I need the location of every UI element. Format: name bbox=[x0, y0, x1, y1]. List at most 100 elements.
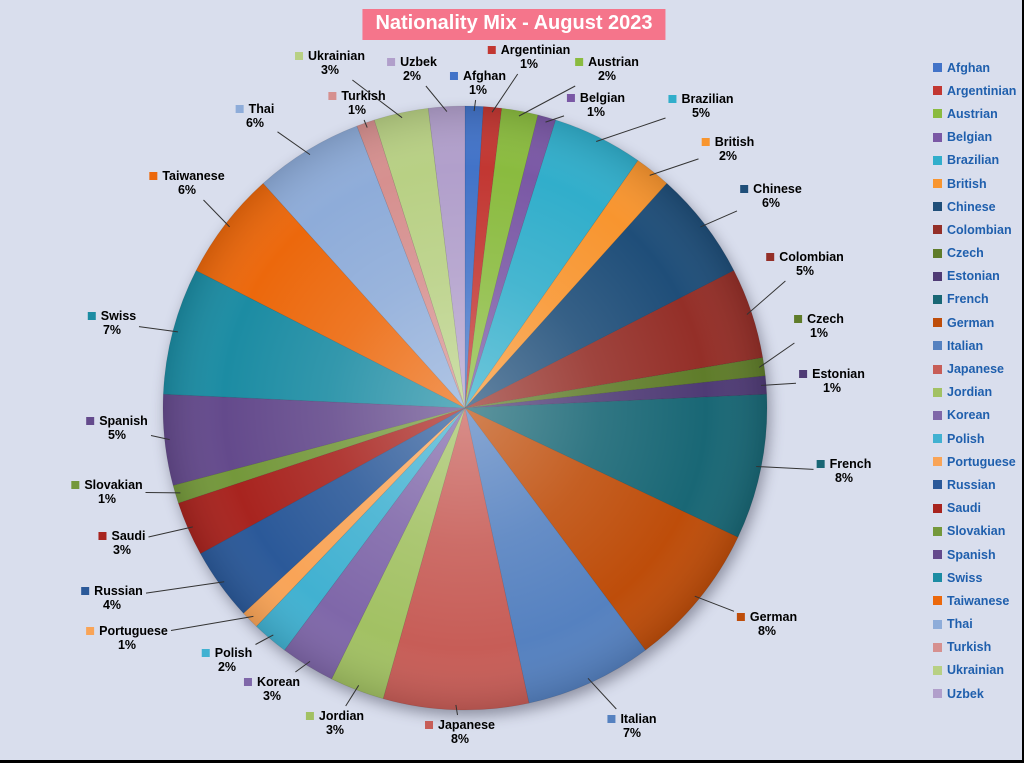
legend-item-estonian[interactable]: Estonian bbox=[933, 265, 1016, 288]
leader-line-swiss bbox=[138, 326, 178, 333]
leader-lines bbox=[138, 73, 814, 716]
legend-item-taiwanese[interactable]: Taiwanese bbox=[933, 589, 1016, 612]
leader-line-colombian bbox=[746, 280, 786, 315]
legend-swatch-colombian bbox=[933, 225, 942, 235]
legend-swatch-turkish bbox=[933, 642, 942, 652]
legend-item-german[interactable]: German bbox=[933, 311, 1016, 334]
leader-line-uzbek bbox=[425, 85, 448, 112]
legend-swatch-chinese bbox=[933, 202, 942, 212]
legend-swatch-polish bbox=[933, 434, 942, 444]
legend-item-argentinian[interactable]: Argentinian bbox=[933, 79, 1016, 102]
leader-line-austrian bbox=[518, 85, 576, 117]
legend-swatch-saudi bbox=[933, 503, 942, 513]
legend-label: Russian bbox=[947, 477, 996, 492]
legend-swatch-austrian bbox=[933, 109, 942, 119]
legend-swatch-estonian bbox=[933, 271, 942, 281]
legend-label: Chinese bbox=[947, 199, 996, 214]
legend-label: Slovakian bbox=[947, 524, 1006, 539]
leader-line-french bbox=[756, 466, 814, 470]
legend-swatch-korean bbox=[933, 410, 942, 420]
legend-label: Argentinian bbox=[947, 83, 1017, 98]
legend-label: Uzbek bbox=[947, 686, 984, 701]
legend-label: Austrian bbox=[947, 106, 998, 121]
legend-swatch-german bbox=[933, 318, 942, 328]
chart-title: Nationality Mix - August 2023 bbox=[362, 9, 666, 40]
legend-label: Thai bbox=[947, 617, 973, 632]
legend-label: Afghan bbox=[947, 60, 991, 75]
leader-line-brazilian bbox=[596, 117, 666, 142]
leader-line-spanish bbox=[150, 435, 170, 441]
legend-swatch-uzbek bbox=[933, 689, 942, 699]
legend-swatch-russian bbox=[933, 480, 942, 490]
legend-item-austrian[interactable]: Austrian bbox=[933, 102, 1016, 125]
legend-label: Swiss bbox=[947, 570, 983, 585]
legend-swatch-afghan bbox=[933, 63, 942, 73]
legend-swatch-jordian bbox=[933, 387, 942, 397]
legend-item-russian[interactable]: Russian bbox=[933, 473, 1016, 496]
legend: Afghan Argentinian Austrian Belgian Brazilia… bbox=[933, 56, 1016, 705]
leader-line-turkish bbox=[363, 119, 368, 128]
legend-label: Spanish bbox=[947, 547, 996, 562]
legend-item-ukrainian[interactable]: Ukrainian bbox=[933, 659, 1016, 682]
legend-label: Belgian bbox=[947, 130, 993, 145]
legend-item-saudi[interactable]: Saudi bbox=[933, 497, 1016, 520]
legend-item-chinese[interactable]: Chinese bbox=[933, 195, 1016, 218]
leader-line-japanese bbox=[455, 704, 458, 716]
legend-item-french[interactable]: French bbox=[933, 288, 1016, 311]
legend-item-japanese[interactable]: Japanese bbox=[933, 357, 1016, 380]
legend-item-thai[interactable]: Thai bbox=[933, 613, 1016, 636]
legend-swatch-swiss bbox=[933, 573, 942, 583]
legend-label: British bbox=[947, 176, 987, 191]
legend-swatch-ukrainian bbox=[933, 665, 942, 675]
leader-line-thai bbox=[277, 131, 311, 156]
legend-label: French bbox=[947, 292, 989, 307]
legend-swatch-japanese bbox=[933, 364, 942, 374]
legend-item-korean[interactable]: Korean bbox=[933, 404, 1016, 427]
leader-line-taiwanese bbox=[203, 199, 230, 228]
legend-item-swiss[interactable]: Swiss bbox=[933, 566, 1016, 589]
legend-item-jordian[interactable]: Jordian bbox=[933, 381, 1016, 404]
leader-line-korean bbox=[295, 660, 311, 673]
legend-item-czech[interactable]: Czech bbox=[933, 242, 1016, 265]
legend-label: Estonian bbox=[947, 269, 1000, 284]
legend-label: Colombian bbox=[947, 222, 1012, 237]
legend-swatch-czech bbox=[933, 248, 942, 258]
legend-item-polish[interactable]: Polish bbox=[933, 427, 1016, 450]
legend-item-colombian[interactable]: Colombian bbox=[933, 218, 1016, 241]
legend-label: Taiwanese bbox=[947, 593, 1010, 608]
legend-item-british[interactable]: British bbox=[933, 172, 1016, 195]
leader-line-czech bbox=[758, 342, 795, 368]
legend-label: Brazilian bbox=[947, 153, 1000, 168]
legend-item-slovakian[interactable]: Slovakian bbox=[933, 520, 1016, 543]
legend-swatch-thai bbox=[933, 619, 942, 629]
leader-line-portuguese bbox=[170, 615, 254, 631]
legend-label: Turkish bbox=[947, 640, 992, 655]
legend-label: Czech bbox=[947, 246, 984, 261]
leader-line-chinese bbox=[700, 210, 738, 228]
legend-item-portuguese[interactable]: Portuguese bbox=[933, 450, 1016, 473]
legend-swatch-brazilian bbox=[933, 155, 942, 165]
leader-line-argentinian bbox=[491, 73, 519, 113]
leader-line-polish bbox=[255, 634, 274, 645]
legend-label: Korean bbox=[947, 408, 991, 423]
legend-swatch-slovakian bbox=[933, 526, 942, 536]
legend-label: Italian bbox=[947, 338, 984, 353]
legend-item-italian[interactable]: Italian bbox=[933, 334, 1016, 357]
legend-item-belgian[interactable]: Belgian bbox=[933, 126, 1016, 149]
legend-item-afghan[interactable]: Afghan bbox=[933, 56, 1016, 79]
leader-line-estonian bbox=[761, 382, 797, 386]
legend-swatch-argentinian bbox=[933, 86, 942, 96]
legend-item-uzbek[interactable]: Uzbek bbox=[933, 682, 1016, 705]
legend-label: Ukrainian bbox=[947, 663, 1004, 678]
legend-label: Portuguese bbox=[947, 454, 1016, 469]
legend-label: Jordian bbox=[947, 385, 993, 400]
leader-line-german bbox=[694, 595, 735, 612]
leader-line-ukrainian bbox=[352, 79, 403, 119]
legend-item-spanish[interactable]: Spanish bbox=[933, 543, 1016, 566]
leader-line-russian bbox=[145, 581, 225, 594]
legend-item-brazilian[interactable]: Brazilian bbox=[933, 149, 1016, 172]
legend-item-turkish[interactable]: Turkish bbox=[933, 636, 1016, 659]
leader-line-italian bbox=[587, 677, 617, 710]
